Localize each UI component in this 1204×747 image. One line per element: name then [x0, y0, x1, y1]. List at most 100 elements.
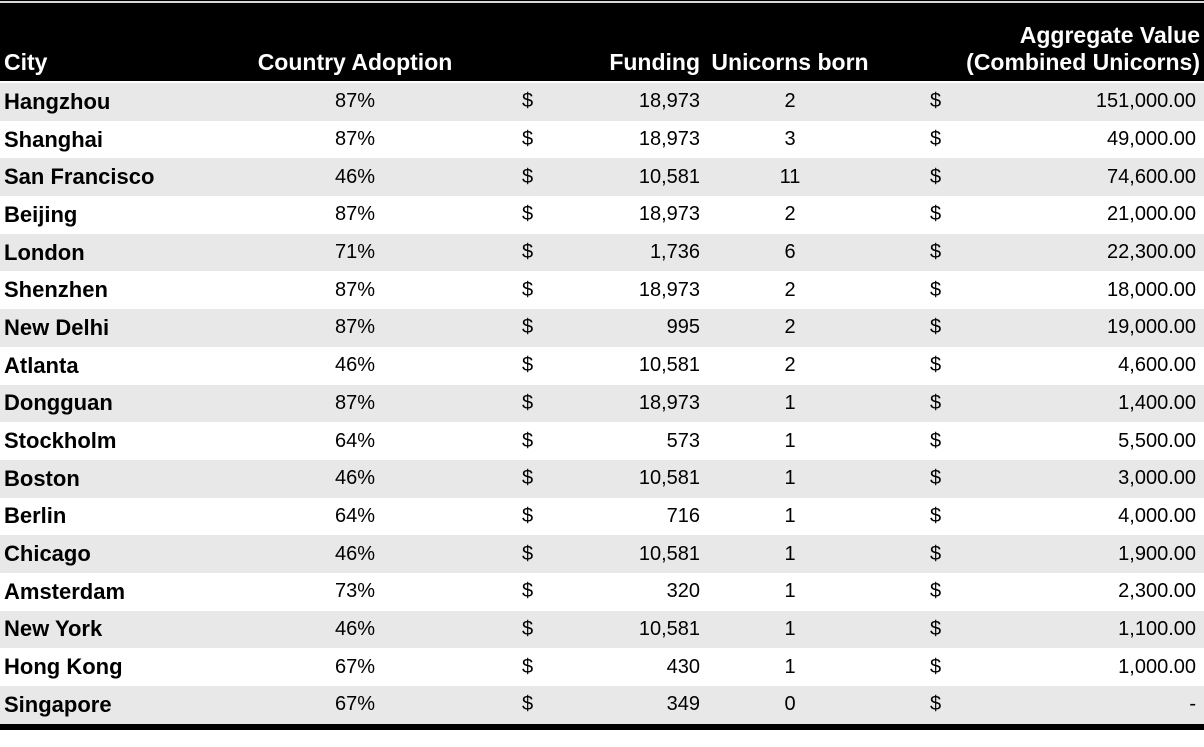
cell-country-adoption[interactable]: 46%: [334, 467, 376, 490]
cell-unicorns-born[interactable]: 2: [784, 278, 796, 301]
cell-aggregate-value[interactable]: $1,400.00: [875, 392, 1204, 415]
currency-symbol: $: [930, 128, 942, 151]
cell-unicorns-born[interactable]: 6: [784, 241, 796, 264]
cell-funding[interactable]: $18,973: [470, 128, 705, 151]
cell-aggregate-value[interactable]: $5,500.00: [875, 430, 1204, 453]
cell-funding[interactable]: $18,973: [470, 90, 705, 113]
cell-aggregate-value[interactable]: $1,900.00: [875, 543, 1204, 566]
cell-country-adoption[interactable]: 64%: [334, 429, 376, 452]
cell-aggregate-value[interactable]: $ -: [875, 693, 1204, 716]
cell-country-adoption[interactable]: 67%: [334, 693, 376, 716]
cell-unicorns-born[interactable]: 2: [784, 316, 796, 339]
cell-funding[interactable]: $573: [470, 430, 705, 453]
cell-city[interactable]: Boston: [4, 465, 80, 491]
cell-country-adoption[interactable]: 87%: [334, 316, 376, 339]
cell-unicorns-born[interactable]: 2: [784, 203, 796, 226]
cell-city[interactable]: Shanghai: [4, 126, 104, 152]
cell-unicorns-born[interactable]: 11: [779, 165, 801, 188]
cell-unicorns-born[interactable]: 1: [784, 391, 796, 414]
cell-funding[interactable]: $716: [470, 505, 705, 528]
cell-city[interactable]: Hangzhou: [4, 88, 111, 114]
cell-aggregate-value[interactable]: $4,600.00: [875, 354, 1204, 377]
cell-unicorns-born[interactable]: 1: [784, 655, 796, 678]
header-aggregate-value[interactable]: Aggregate Value (Combined Unicorns): [875, 22, 1204, 81]
cell-city[interactable]: Berlin: [4, 503, 67, 529]
table-row: Amsterdam 73% $320 1 $2,300.00: [0, 572, 1204, 611]
cell-funding[interactable]: $349: [470, 693, 705, 716]
cell-country-adoption[interactable]: 64%: [334, 504, 376, 527]
header-funding[interactable]: Funding: [609, 49, 700, 75]
cell-aggregate-value[interactable]: $49,000.00: [875, 128, 1204, 151]
cell-aggregate-value[interactable]: $3,000.00: [875, 467, 1204, 490]
cell-unicorns-born[interactable]: 1: [784, 429, 796, 452]
currency-symbol: $: [930, 693, 942, 716]
cell-country-adoption[interactable]: 87%: [334, 391, 376, 414]
cell-funding[interactable]: $10,581: [470, 467, 705, 490]
cell-city[interactable]: Dongguan: [4, 390, 113, 416]
cell-funding[interactable]: $18,973: [470, 392, 705, 415]
cell-aggregate-value[interactable]: $1,000.00: [875, 656, 1204, 679]
currency-symbol: $: [930, 542, 942, 565]
cell-country-adoption[interactable]: 46%: [334, 617, 376, 640]
cell-aggregate-value[interactable]: $19,000.00: [875, 316, 1204, 339]
cell-city[interactable]: Amsterdam: [4, 578, 126, 604]
cell-funding[interactable]: $995: [470, 316, 705, 339]
cell-aggregate-value-value: 49,000.00: [1107, 128, 1196, 151]
cell-funding[interactable]: $18,973: [470, 203, 705, 226]
cell-country-adoption[interactable]: 87%: [334, 128, 376, 151]
cell-funding[interactable]: $320: [470, 580, 705, 603]
cell-city[interactable]: Beijing: [4, 201, 78, 227]
cell-city[interactable]: Chicago: [4, 541, 91, 567]
cell-country-adoption[interactable]: 87%: [334, 90, 376, 113]
cell-city[interactable]: Hong Kong: [4, 654, 123, 680]
cell-funding[interactable]: $10,581: [470, 166, 705, 189]
cell-city[interactable]: Singapore: [4, 691, 112, 717]
cell-city[interactable]: San Francisco: [4, 164, 155, 190]
cell-aggregate-value[interactable]: $74,600.00: [875, 166, 1204, 189]
cell-aggregate-value[interactable]: $22,300.00: [875, 241, 1204, 264]
cell-unicorns-born[interactable]: 2: [784, 90, 796, 113]
cell-aggregate-value[interactable]: $151,000.00: [875, 90, 1204, 113]
header-country-adoption[interactable]: Country Adoption: [257, 49, 453, 75]
cell-city[interactable]: Shenzhen: [4, 277, 108, 303]
cell-city[interactable]: New York: [4, 616, 103, 642]
currency-symbol: $: [930, 241, 942, 264]
cell-country-adoption[interactable]: 87%: [334, 278, 376, 301]
cell-country-adoption[interactable]: 73%: [334, 580, 376, 603]
cell-city[interactable]: London: [4, 239, 85, 265]
cell-country-adoption[interactable]: 46%: [334, 354, 376, 377]
cell-city[interactable]: Stockholm: [4, 428, 117, 454]
table-row: Berlin 64% $716 1 $4,000.00: [0, 497, 1204, 536]
cell-country-adoption[interactable]: 67%: [334, 655, 376, 678]
cell-aggregate-value-value: 19,000.00: [1107, 316, 1196, 339]
header-unicorns-born[interactable]: Unicorns born: [711, 49, 869, 75]
cell-funding[interactable]: $18,973: [470, 279, 705, 302]
cell-aggregate-value[interactable]: $18,000.00: [875, 279, 1204, 302]
cell-aggregate-value[interactable]: $4,000.00: [875, 505, 1204, 528]
cell-unicorns-born[interactable]: 1: [784, 580, 796, 603]
cell-country-adoption[interactable]: 71%: [334, 241, 376, 264]
cell-unicorns-born[interactable]: 1: [784, 504, 796, 527]
cell-unicorns-born[interactable]: 1: [784, 617, 796, 640]
cell-city[interactable]: New Delhi: [4, 314, 110, 340]
cell-unicorns-born[interactable]: 1: [784, 542, 796, 565]
cell-country-adoption[interactable]: 46%: [334, 542, 376, 565]
header-aggregate-line1: Aggregate Value: [1019, 22, 1200, 48]
header-city[interactable]: City: [4, 49, 48, 75]
cell-funding[interactable]: $10,581: [470, 618, 705, 641]
cell-unicorns-born[interactable]: 3: [784, 128, 796, 151]
cell-unicorns-born[interactable]: 0: [784, 693, 796, 716]
cell-unicorns-born[interactable]: 1: [784, 467, 796, 490]
cell-city[interactable]: Atlanta: [4, 352, 79, 378]
cell-aggregate-value[interactable]: $1,100.00: [875, 618, 1204, 641]
cell-aggregate-value[interactable]: $21,000.00: [875, 203, 1204, 226]
cell-funding[interactable]: $1,736: [470, 241, 705, 264]
cell-funding[interactable]: $430: [470, 656, 705, 679]
cell-aggregate-value[interactable]: $2,300.00: [875, 580, 1204, 603]
cell-funding[interactable]: $10,581: [470, 543, 705, 566]
cell-country-adoption[interactable]: 87%: [334, 203, 376, 226]
cell-country-adoption[interactable]: 46%: [334, 165, 376, 188]
cell-unicorns-born[interactable]: 2: [784, 354, 796, 377]
cell-funding[interactable]: $10,581: [470, 354, 705, 377]
